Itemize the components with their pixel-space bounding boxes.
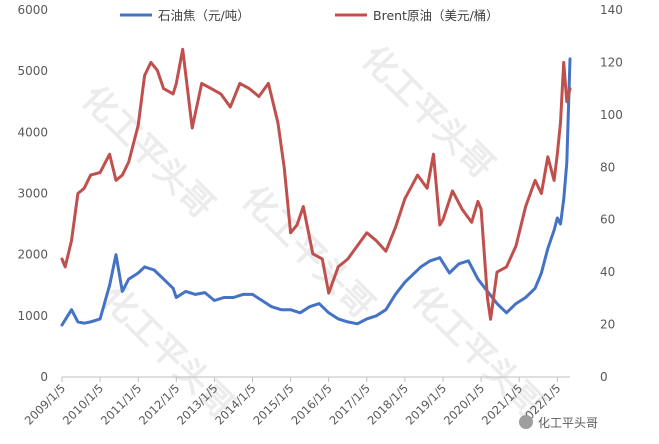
y-left-tick-label: 0	[40, 370, 48, 384]
x-tick-label: 2018/1/5	[365, 381, 411, 427]
wechat-icon	[519, 415, 533, 429]
series-line-1	[60, 57, 572, 327]
legend: 石油焦（元/吨） Brent原油（美元/桶）	[120, 8, 499, 23]
watermark-tag: 化工平头哥	[519, 415, 598, 430]
y-right-tick-label: 60	[600, 213, 615, 227]
x-tick-label: 2016/1/5	[288, 381, 334, 427]
series-line-2	[60, 47, 572, 321]
y-right-tick-label: 20	[600, 318, 615, 332]
y-right-tick-label: 40	[600, 265, 615, 279]
y-left-tick-label: 1000	[17, 309, 48, 323]
x-tick-label: 2019/1/5	[403, 381, 449, 427]
x-tick-label: 2011/1/5	[98, 381, 144, 427]
x-tick-label: 2020/1/5	[441, 381, 487, 427]
y-left-tick-label: 4000	[17, 125, 48, 139]
y-left-tick-label: 2000	[17, 248, 48, 262]
y-right-tick-label: 140	[600, 3, 623, 17]
y-right-tick-label: 0	[600, 370, 608, 384]
y-right-tick-label: 100	[600, 108, 623, 122]
series-layer	[60, 47, 572, 327]
axes: 0 1000 2000 3000 4000 5000 6000 0 20 40 60 80 100 120…	[17, 3, 622, 428]
x-tick-label: 2010/1/5	[60, 381, 106, 427]
y-right-tick-label: 80	[600, 160, 615, 174]
x-tick-label: 2015/1/5	[250, 381, 296, 427]
x-tick-label: 2017/1/5	[326, 381, 372, 427]
y-right-tick-label: 120	[600, 55, 623, 69]
watermark-text: 化工平头哥	[74, 78, 222, 226]
watermark-text: 化工平头哥	[234, 178, 382, 326]
y-left-tick-label: 6000	[17, 3, 48, 17]
y-left-tick-label: 5000	[17, 64, 48, 78]
legend-label-1: 石油焦（元/吨）	[158, 8, 250, 23]
watermark-text: 化工平头哥	[354, 38, 502, 186]
legend-label-2: Brent原油（美元/桶）	[373, 8, 499, 23]
x-tick-label: 2009/1/5	[22, 381, 68, 427]
watermark-tag-text: 化工平头哥	[538, 416, 598, 430]
y-left-tick-label: 3000	[17, 187, 48, 201]
x-tick-label: 2012/1/5	[136, 381, 182, 427]
